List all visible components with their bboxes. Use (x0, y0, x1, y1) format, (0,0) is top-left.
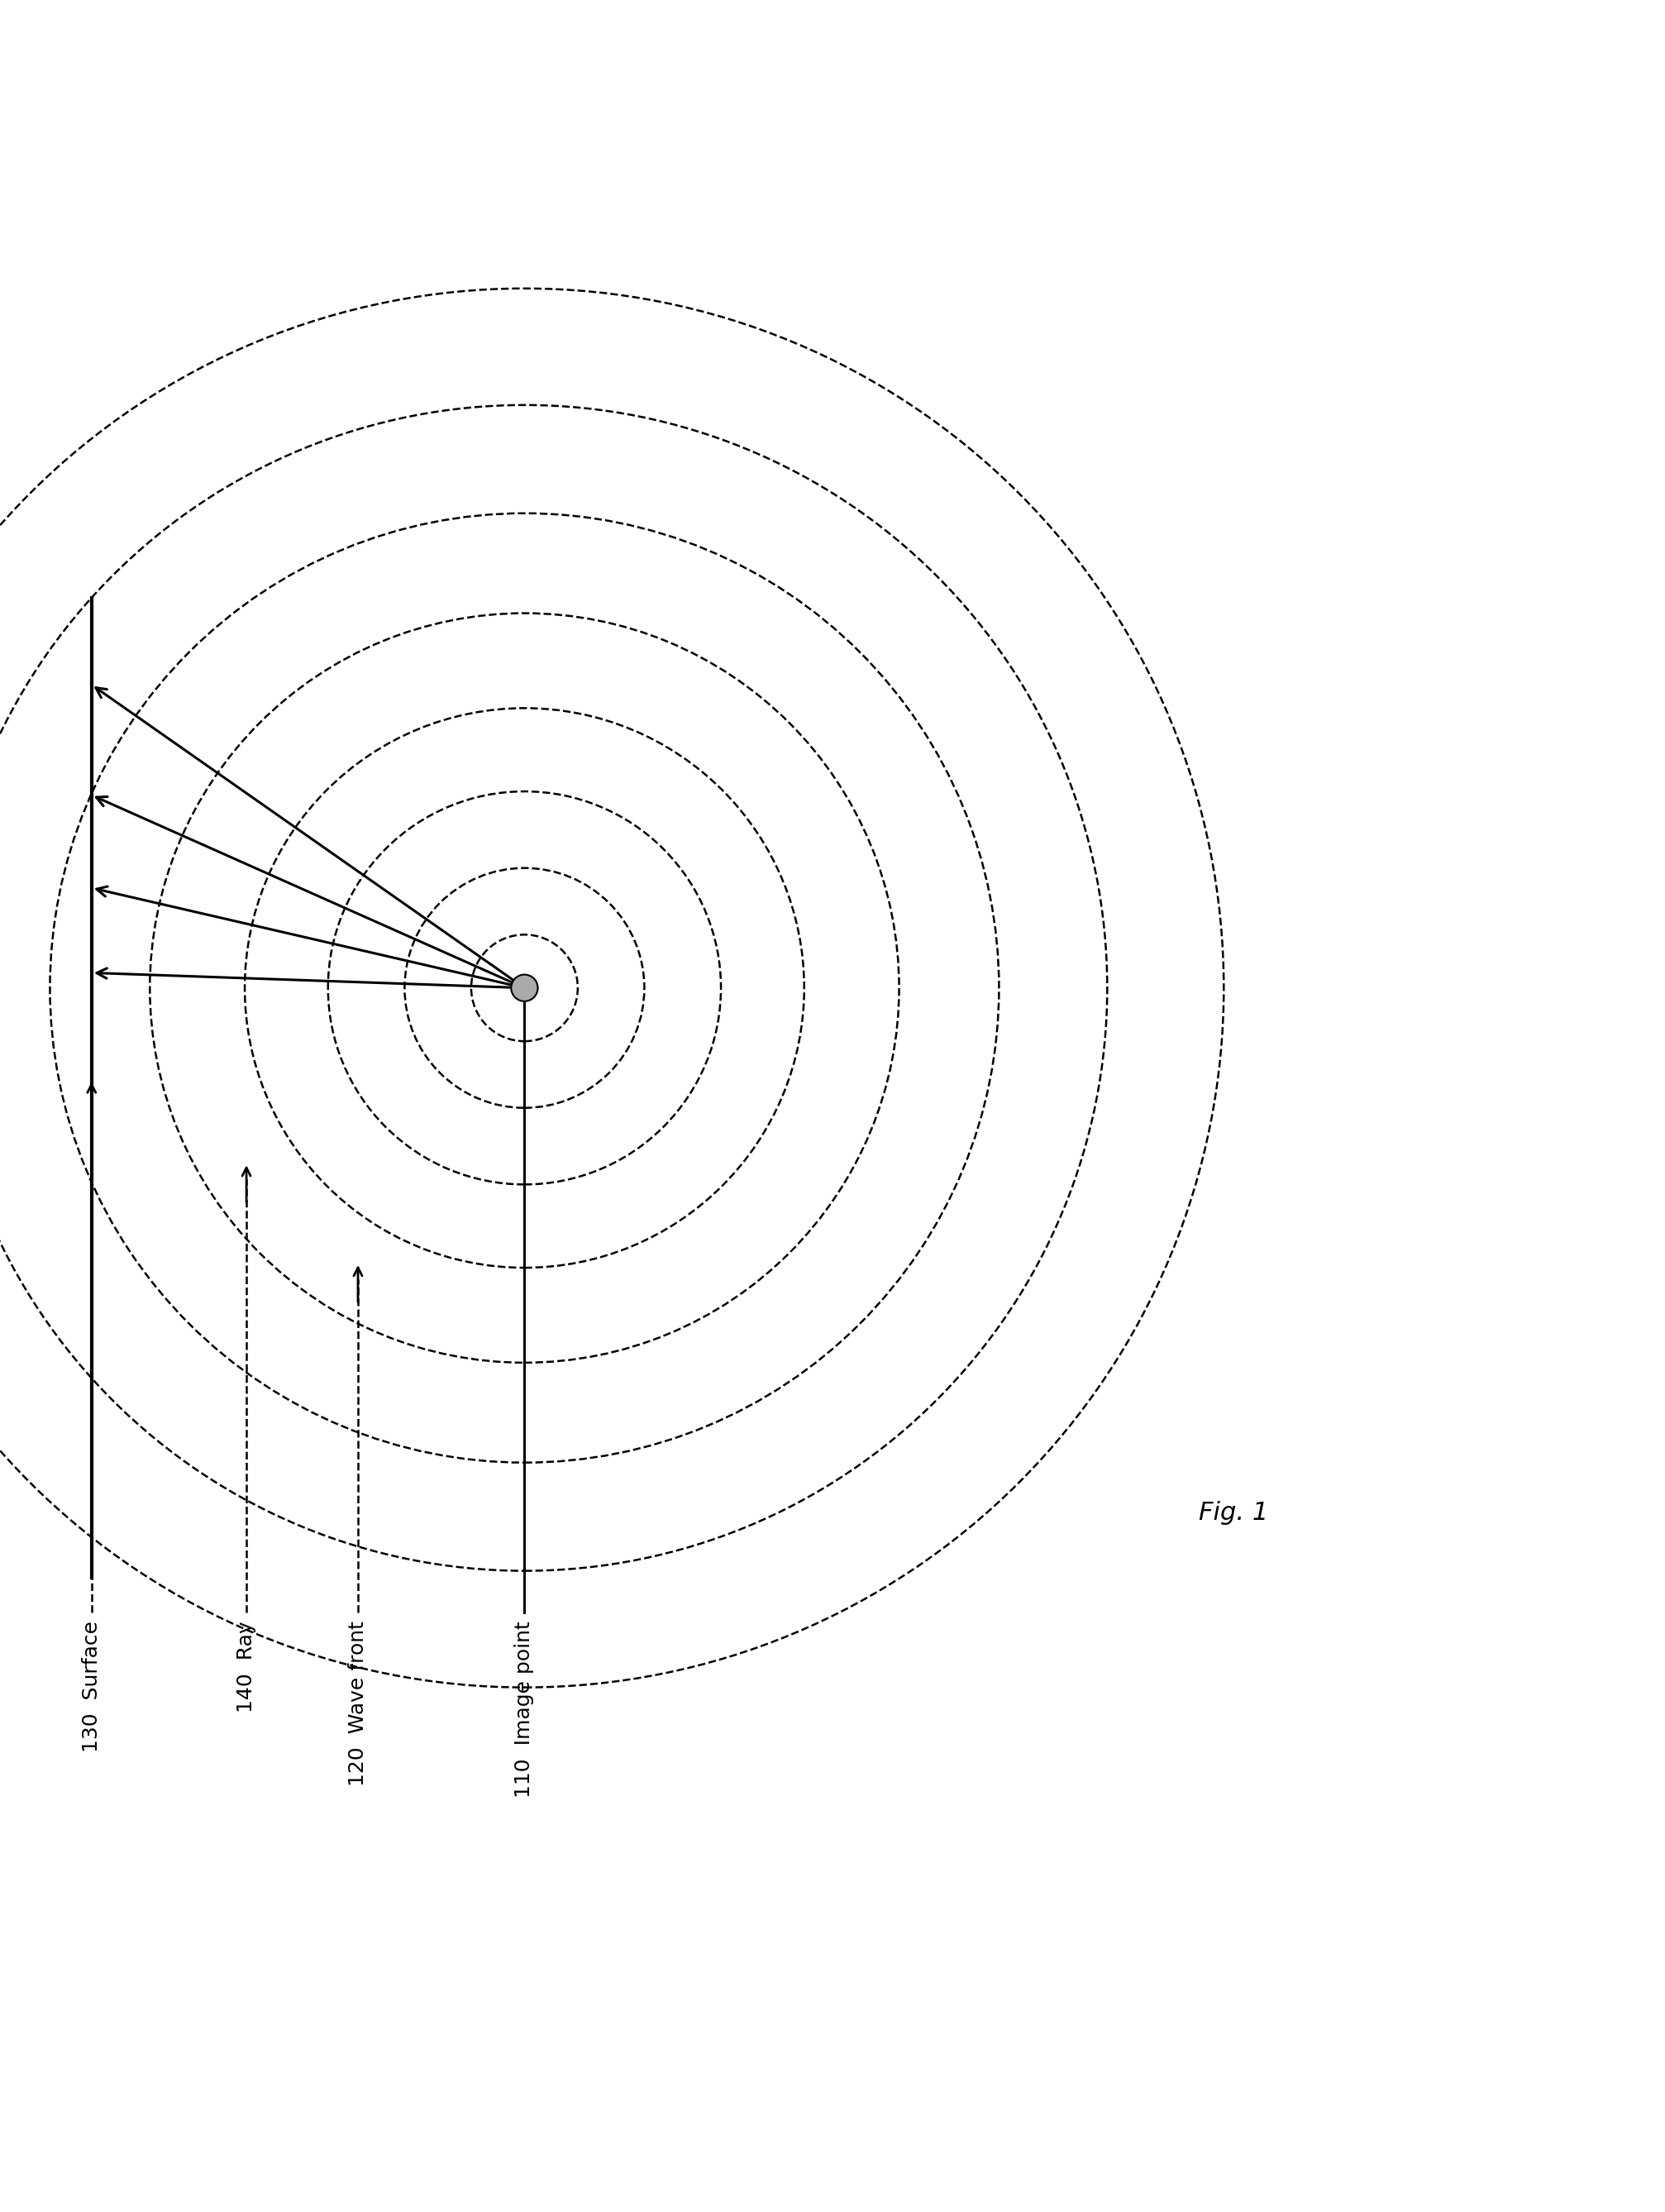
Text: 130  Surface: 130 Surface (82, 1621, 102, 1752)
Text: 140  Ray: 140 Ray (236, 1621, 256, 1712)
Text: 110  Image point: 110 Image point (514, 1621, 534, 1798)
Circle shape (511, 975, 538, 1002)
Text: Fig. 1: Fig. 1 (1199, 1500, 1269, 1524)
Text: 120  Wave front: 120 Wave front (348, 1621, 368, 1785)
